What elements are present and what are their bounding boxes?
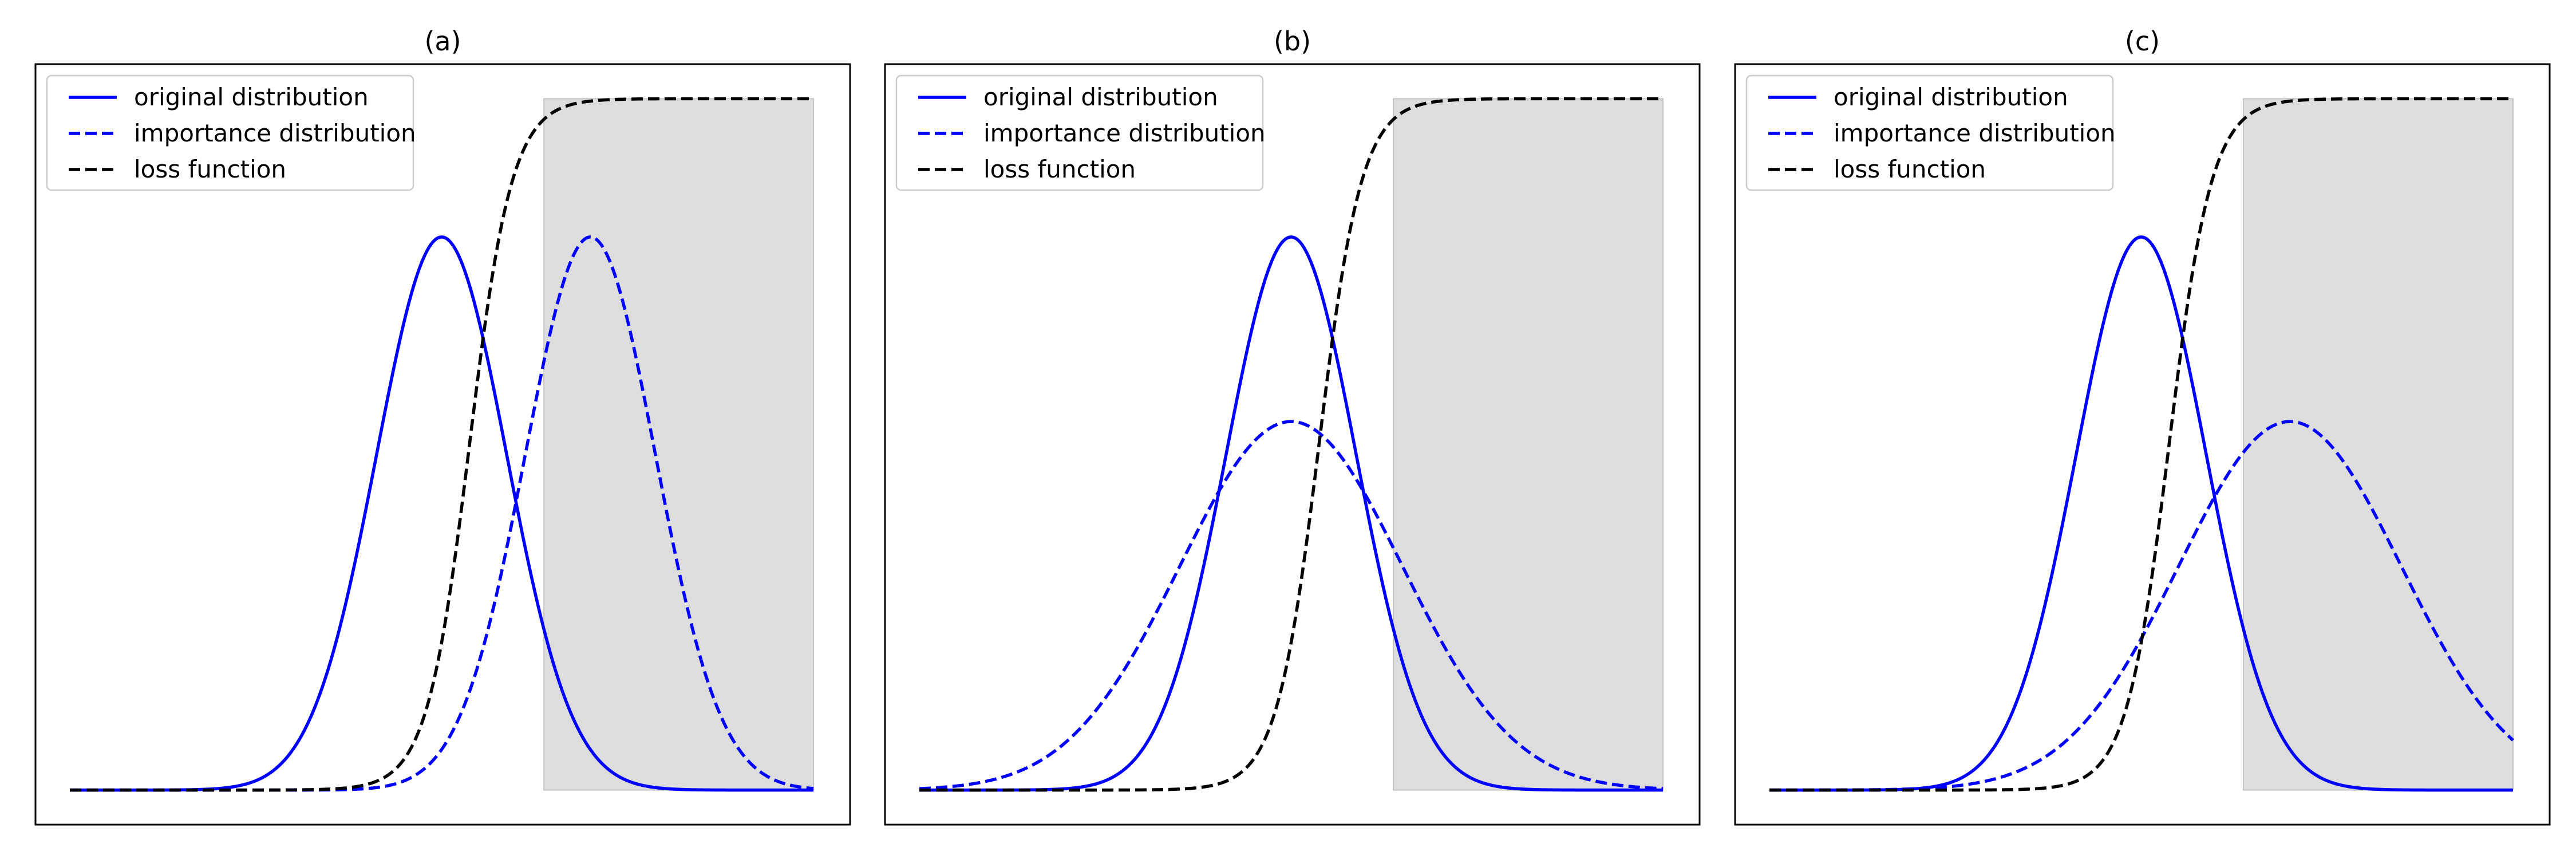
chart-panel-2: (b) original distribution importance distr… [884,26,1701,826]
legend-label: loss function [1834,155,1986,183]
legend: original distribution importance distribu… [1745,74,2116,191]
panel-title: (a) [424,26,461,57]
series-line-importance-distribution [919,420,1664,790]
legend-label: original distribution [1834,83,2068,111]
axes-frame [1734,63,2551,826]
legend-label: original distribution [983,83,1218,111]
axes-frame [34,63,851,826]
legend-box [1745,74,2114,191]
legend-label: loss function [983,155,1136,183]
legend: original distribution importance distribu… [46,74,416,191]
shaded-region [543,98,814,791]
legend-label: loss function [134,155,286,183]
panel-title: (c) [2125,26,2160,57]
legend: original distribution importance distribu… [895,74,1266,191]
shaded-region [1393,98,1664,791]
legend-label: original distribution [134,83,369,111]
panel-title: (b) [1274,26,1311,57]
legend-box [46,74,414,191]
legend-box [895,74,1264,191]
legend-label: importance distribution [1834,119,2116,147]
chart-panel-3: (c) original distribution importance distr… [1734,26,2551,826]
series-line-loss-function [70,97,813,792]
legend-label: importance distribution [134,119,416,147]
axes-frame [884,63,1701,826]
legend-label: importance distribution [983,119,1266,147]
chart-panel-1: (a) original distribution importance distr… [34,26,851,826]
shaded-region [2243,98,2514,791]
series-line-loss-function [1769,97,2513,792]
series-line-loss-function [919,97,1663,792]
